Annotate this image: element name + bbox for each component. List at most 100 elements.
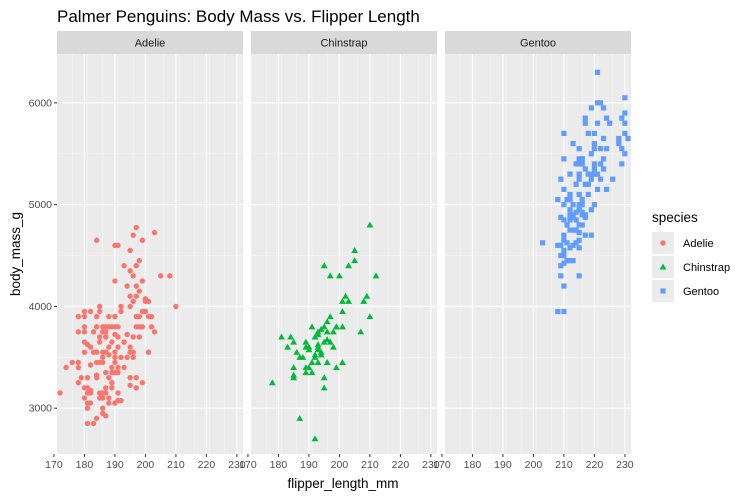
data-point	[103, 413, 109, 419]
data-point	[561, 232, 567, 238]
data-point	[106, 400, 112, 406]
data-point	[287, 333, 295, 340]
data-point	[115, 334, 121, 340]
data-point	[103, 369, 109, 376]
data-point	[339, 358, 346, 365]
data-point	[591, 171, 598, 177]
data-point	[329, 343, 337, 350]
data-point	[363, 292, 371, 299]
data-point	[81, 349, 88, 355]
data-point	[109, 364, 115, 371]
data-point	[597, 146, 604, 152]
data-point	[127, 344, 133, 350]
x-tick-label: 180	[76, 459, 94, 471]
data-point	[604, 146, 610, 152]
data-point	[106, 313, 112, 320]
data-point	[136, 334, 143, 340]
data-point	[323, 336, 331, 343]
data-point	[567, 171, 573, 177]
data-point	[63, 364, 69, 371]
data-point	[115, 324, 121, 330]
data-point	[622, 95, 628, 101]
data-point	[139, 380, 146, 386]
data-point	[133, 293, 139, 299]
data-point	[115, 390, 121, 396]
data-point	[118, 303, 124, 310]
data-point	[136, 288, 143, 294]
data-point	[127, 293, 133, 299]
data-point	[133, 374, 139, 381]
data-point	[118, 308, 124, 315]
data-point	[130, 349, 136, 355]
data-point	[145, 349, 152, 355]
y-tick-label: 5000	[29, 199, 53, 211]
data-point	[173, 303, 179, 310]
data-point	[567, 258, 573, 264]
x-tick-label: 200	[137, 459, 155, 471]
legend: species Adelie Chinstrap Gentoo	[652, 210, 730, 302]
data-point	[582, 115, 588, 121]
data-point	[90, 329, 97, 335]
data-point	[148, 313, 155, 320]
data-point	[323, 328, 331, 335]
data-point	[112, 313, 118, 320]
data-point	[622, 130, 628, 136]
data-point	[622, 120, 628, 126]
data-point	[594, 69, 601, 75]
data-point	[564, 258, 570, 264]
data-point	[311, 435, 319, 442]
data-point	[591, 161, 598, 167]
data-point	[619, 161, 625, 167]
data-point	[561, 217, 567, 223]
legend-item-chinstrap: Chinstrap	[652, 256, 730, 278]
data-point	[106, 352, 112, 358]
x-tick-label: 210	[167, 459, 185, 471]
data-point	[268, 379, 276, 386]
data-point	[84, 374, 91, 381]
data-point	[296, 414, 304, 421]
facet-strip-label: Gentoo	[520, 38, 556, 50]
data-point	[130, 273, 136, 279]
data-point	[588, 232, 594, 238]
series-chinstrap	[268, 221, 380, 442]
data-point	[567, 207, 573, 213]
data-point	[570, 258, 576, 264]
x-tick-label: 170	[239, 459, 257, 471]
facet-strip-label: Adelie	[135, 38, 166, 50]
x-tick-label: 190	[494, 459, 512, 471]
data-point	[579, 196, 585, 203]
data-point	[326, 313, 334, 320]
data-point	[576, 191, 582, 198]
data-point	[69, 359, 75, 366]
data-point	[588, 151, 594, 157]
data-point	[597, 100, 604, 106]
data-point	[81, 329, 88, 335]
data-point	[130, 334, 136, 340]
data-point	[576, 156, 582, 162]
data-point	[93, 349, 100, 355]
data-point	[84, 405, 91, 411]
data-point	[351, 247, 359, 253]
data-point	[573, 240, 579, 246]
data-point	[127, 268, 133, 274]
data-point	[573, 209, 579, 215]
data-point	[314, 358, 322, 365]
facet-panel-gentoo: Gentoo	[444, 31, 631, 454]
data-point	[87, 362, 94, 368]
x-axis-title: flipper_length_mm	[287, 476, 398, 491]
data-point	[555, 308, 561, 315]
x-tick-label: 200	[331, 459, 349, 471]
data-point	[103, 390, 109, 396]
facet-panels: Adelie Chinstrap Gentoo	[56, 31, 631, 454]
facet-strip	[445, 31, 631, 54]
data-point	[118, 397, 124, 404]
data-point	[591, 146, 598, 152]
data-point	[604, 115, 610, 121]
data-point	[308, 369, 316, 376]
data-point	[600, 135, 607, 142]
data-point	[585, 181, 591, 187]
data-point	[558, 252, 564, 259]
data-point	[75, 359, 82, 366]
data-point	[594, 171, 601, 177]
